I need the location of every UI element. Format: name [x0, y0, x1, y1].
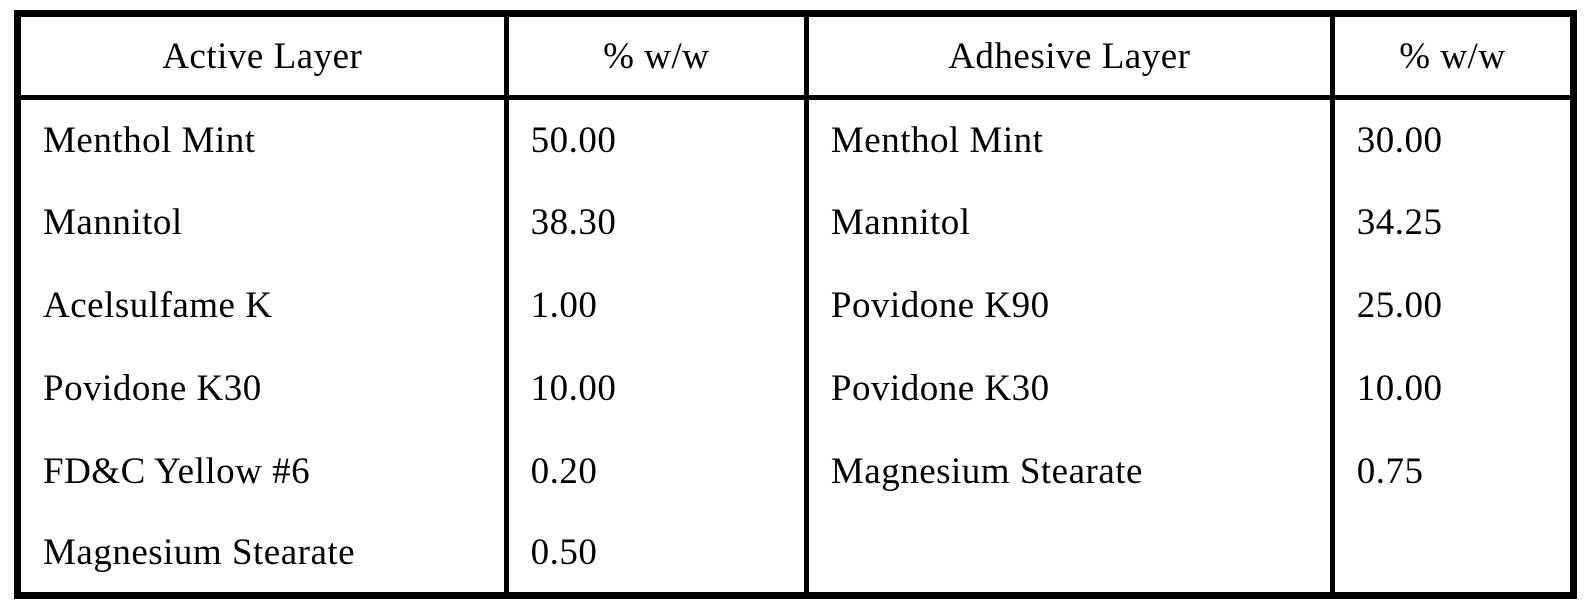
adhesive-pct-value: 34.25: [1329, 180, 1574, 264]
table-header-row: Active Layer % w/w Adhesive Layer % w/w: [17, 13, 1574, 100]
adhesive-pct-value: 0.75: [1329, 429, 1574, 513]
header-active-pct: % w/w: [503, 13, 807, 100]
active-pct-value: 0.50: [503, 512, 807, 596]
active-pct-value: 0.20: [503, 429, 807, 513]
adhesive-ingredient: Magnesium Stearate: [803, 429, 1333, 513]
table-row: Magnesium Stearate 0.50: [18, 512, 1574, 596]
table-row: Menthol Mint 50.00 Menthol Mint 30.00: [18, 97, 1574, 181]
adhesive-pct-value: 30.00: [1329, 97, 1574, 181]
active-ingredient: Menthol Mint: [43, 119, 256, 161]
formulation-table: Active Layer % w/w Adhesive Layer % w/w …: [14, 10, 1577, 599]
active-pct-value: 50.00: [503, 97, 807, 181]
adhesive-pct-value: [1329, 512, 1574, 596]
header-active-layer: Active Layer: [17, 13, 507, 100]
header-adhesive-layer: Adhesive Layer: [803, 13, 1333, 100]
adhesive-ingredient: [803, 512, 1333, 596]
active-pct-value: 10.00: [503, 346, 807, 430]
adhesive-ingredient: Povidone K90: [803, 263, 1333, 347]
active-ingredient: Mannitol: [43, 201, 183, 243]
adhesive-ingredient: Menthol Mint: [803, 97, 1333, 181]
adhesive-ingredient: Povidone K30: [803, 346, 1333, 430]
active-ingredient: FD&C Yellow #6: [43, 450, 311, 492]
adhesive-pct-value: 10.00: [1329, 346, 1574, 430]
active-pct-value: 38.30: [503, 180, 807, 264]
table-row: Acelsulfame K 1.00 Povidone K90 25.00: [18, 263, 1574, 347]
adhesive-pct-value: 25.00: [1329, 263, 1574, 347]
header-adhesive-pct: % w/w: [1329, 13, 1574, 100]
active-ingredient: Povidone K30: [43, 367, 262, 409]
table-row: Mannitol 38.30 Mannitol 34.25: [18, 180, 1574, 264]
table-row: Povidone K30 10.00 Povidone K30 10.00: [18, 346, 1574, 430]
adhesive-ingredient: Mannitol: [803, 180, 1333, 264]
active-pct-value: 1.00: [503, 263, 807, 347]
active-ingredient: Acelsulfame K: [43, 284, 273, 326]
table-row: FD&C Yellow #6 0.20 Magnesium Stearate 0…: [18, 429, 1574, 513]
active-ingredient: Magnesium Stearate: [43, 531, 356, 573]
